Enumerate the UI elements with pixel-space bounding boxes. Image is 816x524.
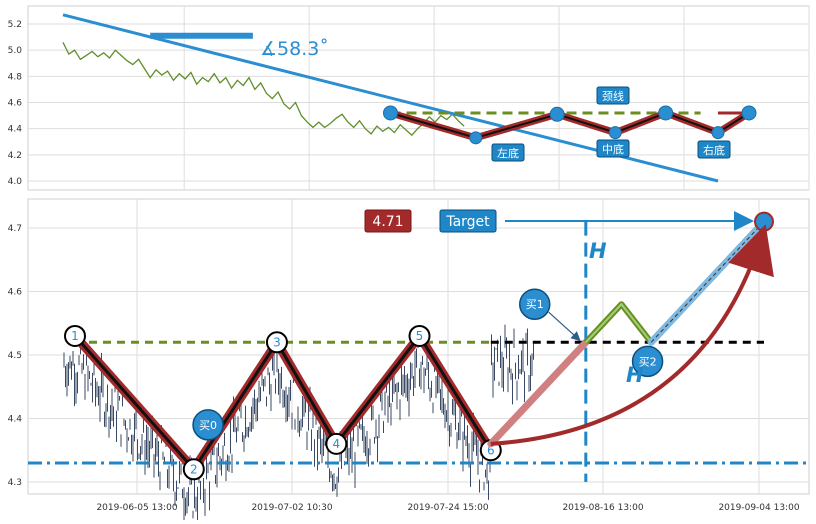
buy-marker-circle — [518, 288, 551, 320]
bottom-x-axis: 2019-06-05 13:00 2019-07-02 10:30 2019-07-… — [96, 503, 799, 513]
top-y-tick-label: 5.2 — [8, 20, 22, 30]
target-label: Target — [445, 214, 490, 230]
pattern-point-label: 3 — [273, 335, 281, 349]
target-label-box: Target — [439, 209, 497, 233]
top-pattern-point — [549, 106, 565, 122]
bottom-pattern-line — [73, 334, 493, 471]
buy-marker-label: 买0 — [199, 419, 217, 432]
neckline-tag-box — [596, 86, 630, 105]
bottom-y-tick-label: 4.6 — [8, 288, 23, 298]
top-pattern — [383, 105, 757, 145]
buy-marker-label: 买1 — [526, 298, 544, 311]
pattern-point-circle — [408, 324, 431, 347]
top-panel-frame — [27, 5, 810, 191]
height-label-lower: H — [626, 363, 644, 387]
neckline-tag-text: 颈线 — [602, 89, 624, 103]
bottom-panel: 4.7 4.6 4.5 4.4 4.3 2019-06-05 13:00 2019-07-… — [8, 198, 810, 523]
bottom-pattern: 1 2 3 4 5 6 — [64, 324, 502, 481]
left-bottom-tag: 左底 — [491, 143, 525, 162]
middle-bottom-tag-text: 中底 — [602, 142, 624, 156]
bottom-grid — [28, 199, 809, 494]
buy-marker: 买1 — [518, 288, 581, 342]
angle-label: ∡58.3˚ — [260, 38, 329, 60]
top-pattern-point — [608, 126, 622, 140]
left-bottom-tag-box — [491, 143, 525, 162]
pattern-point: 3 — [265, 331, 288, 354]
pattern-point-label: 5 — [416, 329, 424, 343]
buy-marker: 买2 — [631, 345, 664, 378]
buy-marker-circle — [192, 409, 224, 441]
top-pattern-point — [741, 105, 757, 121]
pattern-point-label: 6 — [487, 443, 495, 457]
bottom-y-axis: 4.7 4.6 4.5 4.4 4.3 — [8, 224, 23, 488]
height-label-upper: H — [589, 239, 607, 263]
top-y-tick-label: 4.6 — [8, 99, 23, 109]
bottom-x-tick-label: 2019-07-24 15:00 — [407, 503, 488, 513]
top-y-tick-label: 4.0 — [8, 177, 23, 187]
target-value: 4.71 — [372, 214, 403, 230]
top-pattern-point — [658, 105, 674, 121]
pattern-point-label: 1 — [71, 329, 79, 343]
right-bottom-tag: 右底 — [697, 140, 731, 159]
bottom-price-bars — [63, 324, 534, 523]
middle-bottom-tag: 中底 — [596, 139, 630, 158]
pattern-point: 5 — [408, 324, 431, 347]
top-grid — [28, 6, 810, 190]
pattern-point-circle — [265, 331, 288, 354]
bottom-y-tick-label: 4.5 — [8, 351, 22, 361]
top-pattern-point — [383, 105, 398, 121]
bottom-x-tick-label: 2019-06-05 13:00 — [96, 503, 177, 513]
top-y-tick-label: 5.0 — [8, 46, 23, 56]
bottom-y-tick-label: 4.3 — [8, 478, 22, 488]
top-y-tick-label: 4.2 — [8, 151, 22, 161]
pattern-point-label: 2 — [190, 462, 198, 476]
pattern-point: 2 — [182, 458, 205, 481]
neckline-tag: 颈线 — [596, 86, 630, 105]
top-pattern-point — [469, 131, 483, 145]
buy-marker: 买0 — [192, 409, 224, 441]
left-bottom-tag-text: 左底 — [497, 146, 519, 160]
target-point — [754, 211, 774, 232]
middle-bottom-tag-box — [596, 139, 630, 158]
pattern-point-label: 4 — [333, 437, 341, 451]
projection-pullback-inner — [585, 302, 652, 343]
pattern-point-circle — [64, 324, 86, 347]
projection-leg-1 — [487, 338, 590, 448]
bottom-x-tick-label: 2019-07-02 10:30 — [251, 503, 332, 513]
bottom-x-tick-label: 2019-08-16 13:00 — [562, 503, 643, 513]
top-y-axis: 5.2 5.0 4.8 4.6 4.4 4.2 4.0 — [8, 20, 23, 187]
projection-curve — [490, 224, 774, 446]
top-y-tick-label: 4.4 — [8, 125, 23, 135]
pattern-point: 4 — [325, 432, 348, 455]
buy-marker-label: 买2 — [639, 355, 657, 368]
top-pattern-point — [711, 126, 725, 140]
pattern-point-circle — [325, 432, 348, 455]
pattern-point-circle — [182, 458, 205, 481]
buy-marker-pointer — [548, 311, 581, 342]
buy-marker-circle — [631, 345, 664, 378]
right-bottom-tag-box — [697, 140, 731, 159]
pattern-point: 1 — [64, 324, 86, 347]
bottom-y-tick-label: 4.7 — [8, 224, 22, 234]
buy-markers: 买0 买1 买2 — [192, 288, 664, 441]
bottom-x-tick-label: 2019-09-04 13:00 — [718, 503, 799, 513]
top-y-tick-label: 4.8 — [8, 72, 23, 82]
right-bottom-tag-text: 右底 — [703, 143, 725, 157]
target-value-box: 4.71 — [364, 209, 412, 233]
projection — [487, 211, 774, 448]
top-price-line — [62, 42, 465, 137]
bottom-y-tick-label: 4.4 — [8, 415, 23, 425]
